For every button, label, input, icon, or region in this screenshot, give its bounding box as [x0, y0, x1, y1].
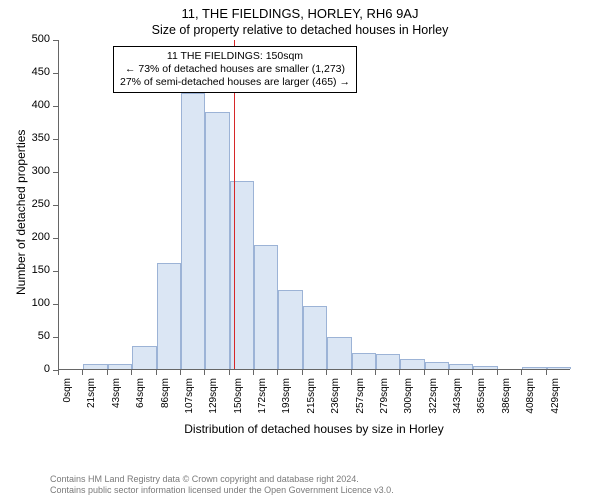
annotation-line2: ← 73% of detached houses are smaller (1,…	[120, 63, 350, 76]
y-tick-label: 0	[18, 363, 50, 375]
x-tick	[180, 370, 181, 375]
chart-container: Number of detached properties Distributi…	[0, 40, 600, 450]
x-tick	[107, 370, 108, 375]
y-tick-label: 350	[18, 132, 50, 144]
y-tick-label: 300	[18, 165, 50, 177]
x-tick-label: 408sqm	[525, 378, 536, 426]
x-tick	[229, 370, 230, 375]
x-tick-label: 107sqm	[184, 378, 195, 426]
y-tick	[53, 271, 58, 272]
x-tick-label: 86sqm	[160, 378, 171, 426]
histogram-bar	[522, 367, 546, 369]
histogram-bar	[400, 359, 424, 369]
histogram-bar	[157, 263, 181, 369]
x-tick	[253, 370, 254, 375]
x-tick	[131, 370, 132, 375]
annotation-line3: 27% of semi-detached houses are larger (…	[120, 76, 350, 89]
histogram-bar	[547, 367, 571, 369]
histogram-bar	[352, 353, 376, 370]
x-tick	[521, 370, 522, 375]
y-tick	[53, 106, 58, 107]
histogram-bar	[473, 366, 497, 369]
x-tick-label: 343sqm	[452, 378, 463, 426]
y-tick-label: 100	[18, 297, 50, 309]
x-tick-label: 386sqm	[501, 378, 512, 426]
annotation-line1: 11 THE FIELDINGS: 150sqm	[120, 50, 350, 63]
histogram-bar	[449, 364, 473, 369]
x-tick-label: 322sqm	[428, 378, 439, 426]
x-tick	[58, 370, 59, 375]
attribution: Contains HM Land Registry data © Crown c…	[50, 474, 394, 496]
y-tick	[53, 304, 58, 305]
x-tick	[156, 370, 157, 375]
histogram-bar	[376, 354, 400, 369]
x-tick	[302, 370, 303, 375]
y-tick-label: 200	[18, 231, 50, 243]
x-tick	[326, 370, 327, 375]
y-tick-label: 250	[18, 198, 50, 210]
x-tick	[424, 370, 425, 375]
x-tick-label: 64sqm	[135, 378, 146, 426]
x-tick-label: 215sqm	[306, 378, 317, 426]
x-tick-label: 21sqm	[86, 378, 97, 426]
histogram-bar	[205, 112, 229, 369]
y-tick	[53, 73, 58, 74]
x-tick-label: 193sqm	[281, 378, 292, 426]
histogram-bar	[425, 362, 449, 369]
x-tick-label: 365sqm	[476, 378, 487, 426]
histogram-bar	[108, 364, 132, 369]
x-tick	[497, 370, 498, 375]
histogram-bar	[254, 245, 278, 369]
x-tick	[546, 370, 547, 375]
x-tick-label: 257sqm	[355, 378, 366, 426]
y-tick-label: 450	[18, 66, 50, 78]
x-tick	[82, 370, 83, 375]
y-tick-label: 150	[18, 264, 50, 276]
x-tick	[472, 370, 473, 375]
y-tick	[53, 238, 58, 239]
x-tick	[448, 370, 449, 375]
x-tick	[204, 370, 205, 375]
y-tick-label: 500	[18, 33, 50, 45]
x-tick-label: 129sqm	[208, 378, 219, 426]
chart-subtitle: Size of property relative to detached ho…	[0, 21, 600, 37]
x-tick-label: 300sqm	[403, 378, 414, 426]
y-tick-label: 50	[18, 330, 50, 342]
attribution-line2: Contains public sector information licen…	[50, 485, 394, 496]
attribution-line1: Contains HM Land Registry data © Crown c…	[50, 474, 394, 485]
y-tick	[53, 40, 58, 41]
y-tick	[53, 337, 58, 338]
x-tick-label: 236sqm	[330, 378, 341, 426]
y-tick	[53, 205, 58, 206]
histogram-bar	[278, 290, 302, 369]
histogram-bar	[83, 364, 107, 369]
y-tick	[53, 139, 58, 140]
histogram-bar	[132, 346, 156, 369]
x-tick	[399, 370, 400, 375]
x-tick-label: 150sqm	[233, 378, 244, 426]
histogram-bar	[303, 306, 327, 369]
x-tick-label: 279sqm	[379, 378, 390, 426]
x-tick-label: 43sqm	[111, 378, 122, 426]
chart-title: 11, THE FIELDINGS, HORLEY, RH6 9AJ	[0, 0, 600, 21]
x-tick	[351, 370, 352, 375]
x-tick-label: 172sqm	[257, 378, 268, 426]
histogram-bar	[327, 337, 351, 369]
x-tick	[277, 370, 278, 375]
y-tick-label: 400	[18, 99, 50, 111]
y-tick	[53, 172, 58, 173]
annotation-box: 11 THE FIELDINGS: 150sqm ← 73% of detach…	[113, 46, 357, 93]
x-tick	[375, 370, 376, 375]
x-tick-label: 0sqm	[62, 378, 73, 426]
x-tick-label: 429sqm	[550, 378, 561, 426]
histogram-bar	[181, 93, 205, 369]
